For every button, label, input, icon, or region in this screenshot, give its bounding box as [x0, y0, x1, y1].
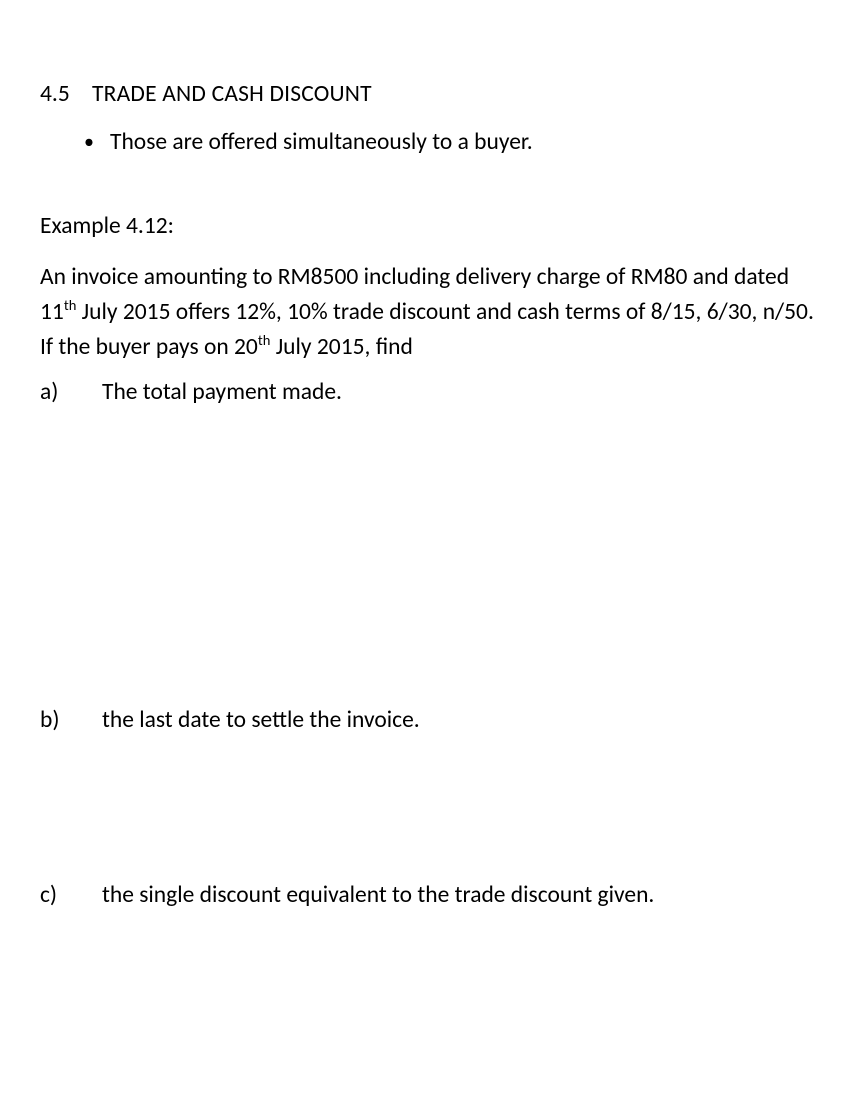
item-letter: a): [40, 378, 102, 406]
example-label: Example 4.12:: [40, 212, 828, 240]
item-text: The total payment made.: [102, 378, 342, 406]
section-bullet-item: • Those are offered simultaneously to a …: [84, 128, 828, 156]
ordinal-suffix: th: [64, 296, 77, 314]
statement-part-2: July 2015 offers 12%, 10% trade discount…: [40, 298, 814, 361]
section-heading: 4.5 TRADE AND CASH DISCOUNT: [40, 80, 828, 108]
answer-space-a: [40, 406, 828, 706]
section-number: 4.5: [40, 80, 92, 108]
example-statement: An invoice amounting to RM8500 including…: [40, 260, 828, 364]
item-letter: b): [40, 706, 102, 734]
item-text: the single discount equivalent to the tr…: [102, 881, 654, 909]
answer-space-b: [40, 734, 828, 881]
bullet-text: Those are offered simultaneously to a bu…: [110, 128, 533, 156]
question-item-b: b) the last date to settle the invoice.: [40, 706, 828, 734]
question-item-a: a) The total payment made.: [40, 378, 828, 406]
ordinal-suffix: th: [258, 331, 271, 349]
question-item-c: c) the single discount equivalent to the…: [40, 881, 828, 909]
section-title: TRADE AND CASH DISCOUNT: [92, 80, 372, 108]
bullet-icon: •: [84, 130, 110, 154]
statement-part-3: July 2015, find: [270, 333, 412, 361]
item-letter: c): [40, 881, 102, 909]
document-page: 4.5 TRADE AND CASH DISCOUNT • Those are …: [0, 0, 868, 1114]
item-text: the last date to settle the invoice.: [102, 706, 420, 734]
